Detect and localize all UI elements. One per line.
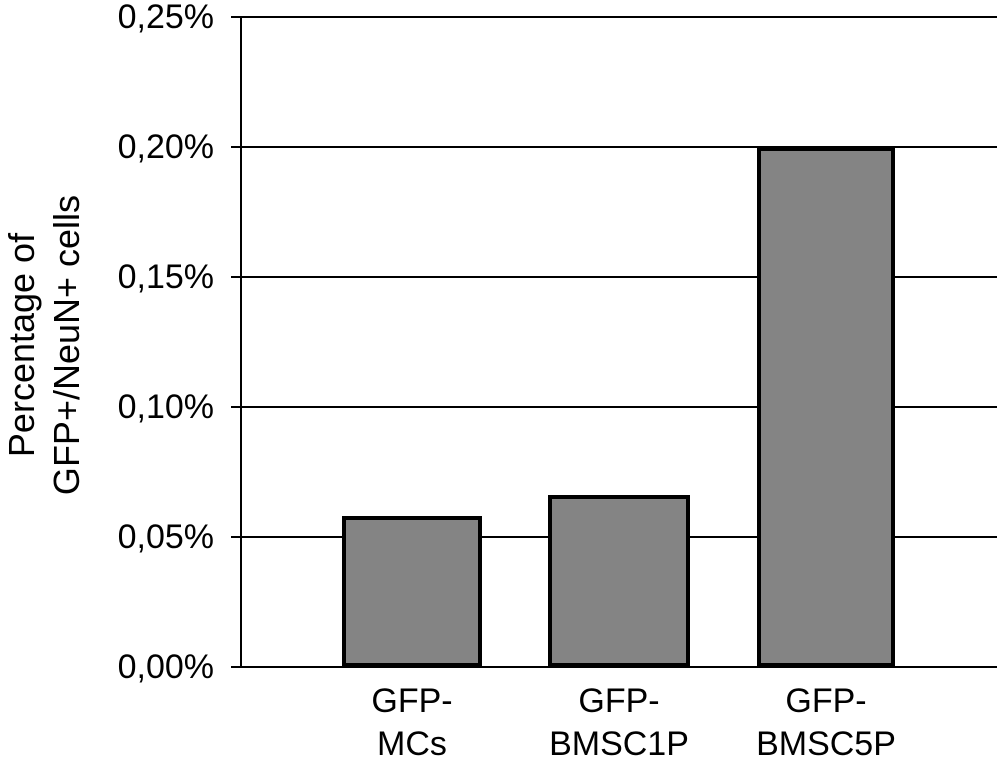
y-axis-tick-mark	[231, 666, 241, 668]
x-category-label-GFP-MCs: GFP- MCs	[282, 680, 542, 764]
x-axis-line	[240, 666, 997, 668]
x-category-label-line: MCs	[377, 725, 447, 763]
y-axis-title-line-1: Percentage of	[1, 232, 42, 458]
y-tick-label: 0,25%	[117, 0, 214, 36]
x-category-label-line: GFP-	[785, 682, 867, 720]
y-tick-label: 0,20%	[117, 128, 214, 166]
x-category-label-line: GFP-	[578, 682, 660, 720]
y-axis-tick-mark	[231, 406, 241, 408]
y-axis-tick-mark	[231, 536, 241, 538]
y-tick-label: 0,05%	[117, 518, 214, 556]
bar-GFP-MCs	[342, 516, 482, 667]
bar-GFP-BMSC1P	[548, 495, 690, 667]
x-category-label-GFP-BMSC5P: GFP- BMSC5P	[696, 680, 956, 764]
gridline	[242, 16, 997, 18]
y-axis-tick-mark	[231, 276, 241, 278]
x-category-label-line: BMSC5P	[756, 725, 896, 763]
x-category-label-line: BMSC1P	[549, 725, 689, 763]
y-axis-title-line-2: GFP+/NeuN+ cells	[46, 194, 87, 496]
x-category-label-line: GFP-	[371, 682, 453, 720]
bar-GFP-BMSC5P	[757, 147, 895, 667]
gridline	[242, 146, 997, 148]
y-axis-line	[240, 16, 242, 668]
y-tick-label: 0,15%	[117, 258, 214, 296]
y-axis-title: Percentage of GFP+/NeuN+ cells	[0, 170, 89, 520]
y-tick-label: 0,00%	[117, 648, 214, 686]
y-tick-label: 0,10%	[117, 388, 214, 426]
gridline	[242, 276, 997, 278]
y-axis-tick-mark	[231, 16, 241, 18]
y-axis-tick-mark	[231, 146, 241, 148]
x-category-label-GFP-BMSC1P: GFP- BMSC1P	[489, 680, 749, 764]
gridline	[242, 406, 997, 408]
